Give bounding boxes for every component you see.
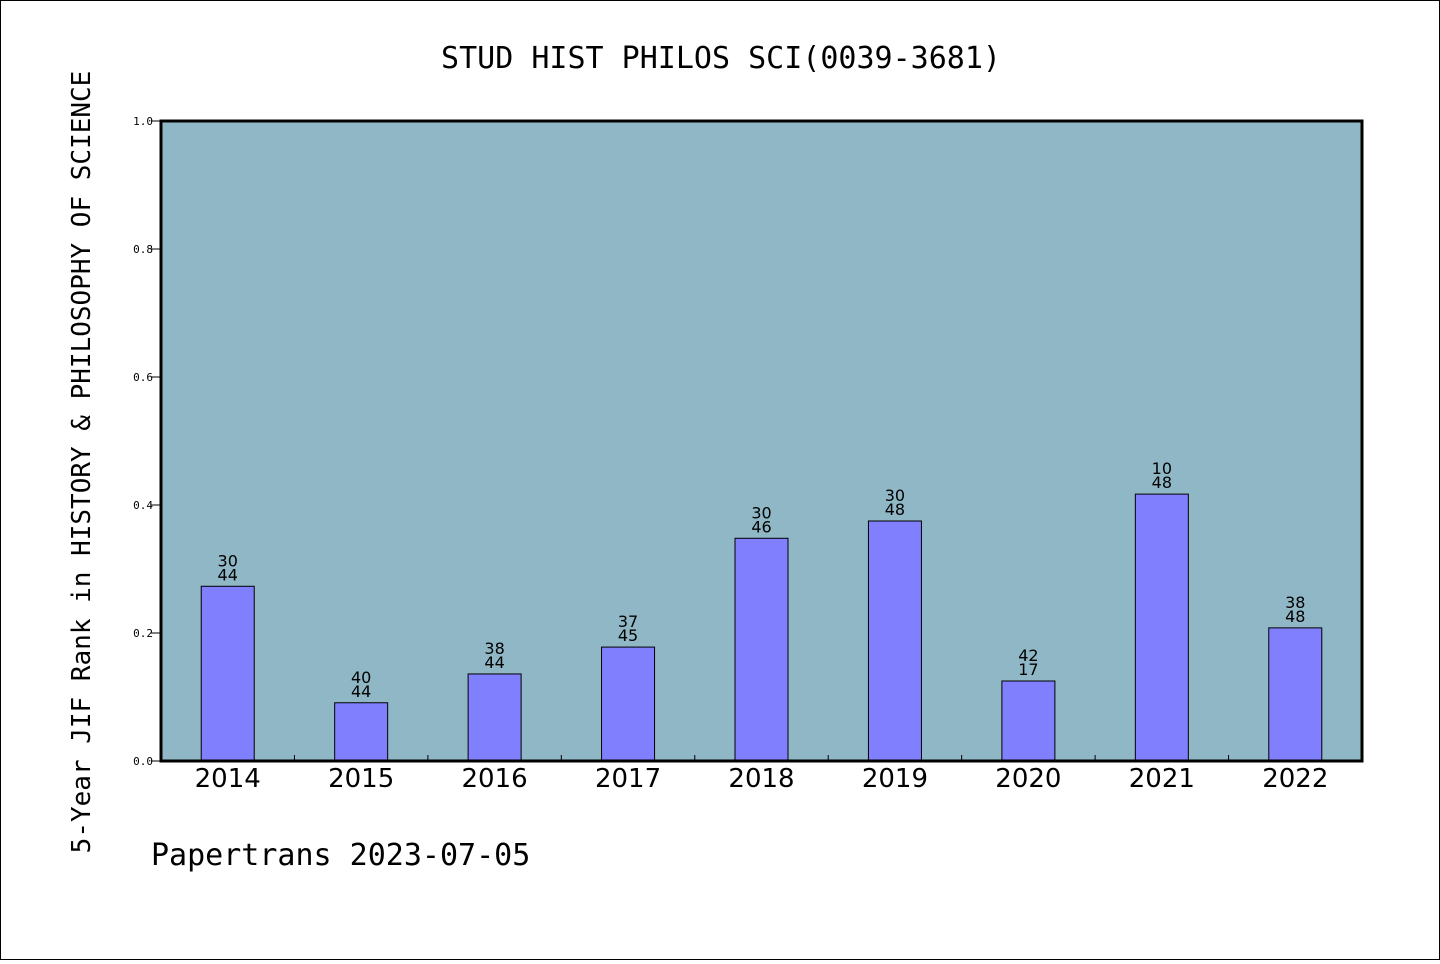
data-label-bottom: 17	[1018, 660, 1038, 679]
x-tick-label: 2016	[462, 764, 528, 794]
bar-2014	[200, 585, 255, 762]
data-label-bottom: 45	[618, 626, 638, 645]
data-label-top: 30	[885, 486, 905, 505]
data-label-bottom: 44	[351, 682, 371, 701]
bar-2017	[601, 646, 656, 762]
data-label-bottom: 48	[1152, 473, 1172, 492]
chart-title: STUD HIST PHILOS SCI(0039-3681)	[441, 41, 1001, 76]
bar-2020	[1001, 680, 1056, 762]
bar-2015	[334, 702, 389, 762]
data-label-top: 37	[618, 612, 638, 631]
data-label-bottom: 48	[1285, 607, 1305, 626]
y-tick-label: 0.6	[133, 371, 153, 384]
y-tick-label: 0.4	[133, 499, 153, 512]
y-tick-label: 1.0	[133, 115, 153, 128]
data-label-top: 40	[351, 668, 371, 687]
y-axis-label: 5-Year JIF Rank in HISTORY & PHILOSOPHY …	[67, 71, 97, 854]
data-label-top: 38	[1285, 593, 1305, 612]
x-tick-label: 2018	[728, 764, 794, 794]
y-axis: 0.0 0.2 0.4 0.6 0.8 1.0	[133, 115, 161, 768]
plot-border	[159, 119, 1364, 763]
x-axis: 2014 2015 2016 2017 2018 2019 2020 2021 2022	[195, 755, 1328, 794]
bar-2021	[1134, 493, 1189, 762]
x-tick-label: 2022	[1262, 764, 1328, 794]
footer-credit: Papertrans 2023-07-05	[151, 838, 530, 873]
data-label-bottom: 48	[885, 500, 905, 519]
data-label-top: 10	[1152, 459, 1172, 478]
bars	[200, 493, 1323, 762]
data-label-bottom: 44	[218, 565, 238, 584]
data-label-bottom: 44	[484, 653, 504, 672]
y-tick-label: 0.8	[133, 243, 153, 256]
bar-2016	[467, 673, 522, 762]
x-tick-label: 2020	[995, 764, 1061, 794]
y-tick-label: 0.0	[133, 755, 153, 768]
data-label-top: 30	[218, 551, 238, 570]
x-tick-label: 2021	[1129, 764, 1195, 794]
data-label-top: 30	[751, 503, 771, 522]
data-label-top: 42	[1018, 646, 1038, 665]
y-tick-label: 0.2	[133, 627, 153, 640]
x-tick-label: 2014	[195, 764, 261, 794]
bar-2022	[1268, 627, 1323, 762]
data-label-top: 38	[484, 639, 504, 658]
bar-2018	[734, 537, 789, 762]
x-tick-label: 2019	[862, 764, 928, 794]
x-tick-label: 2015	[328, 764, 394, 794]
data-label-bottom: 46	[751, 517, 771, 536]
x-tick-label: 2017	[595, 764, 661, 794]
bar-2019	[867, 520, 922, 762]
